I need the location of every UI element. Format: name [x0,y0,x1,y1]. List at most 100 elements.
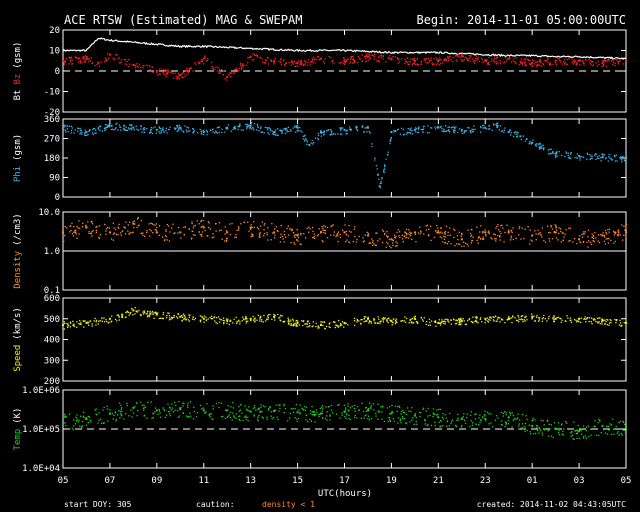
x-tick-label: 11 [198,476,209,486]
data-point [207,221,209,223]
data-point [282,320,284,323]
data-point [123,124,125,127]
data-point [423,233,425,235]
data-point [91,323,93,325]
data-point [377,174,379,176]
data-point [113,232,115,234]
data-point [433,321,436,323]
data-point [268,63,270,65]
data-point [440,322,442,324]
data-point [85,57,88,60]
data-point [341,412,343,414]
data-point [280,61,282,63]
data-point [620,433,622,435]
data-point [549,63,551,65]
data-point [470,411,472,413]
data-point [429,414,431,416]
data-point [235,68,238,70]
data-point [367,59,369,61]
data-point [221,416,223,418]
data-point [99,130,101,132]
data-point [521,426,523,429]
data-point [585,430,587,432]
data-point [488,64,490,66]
data-point [318,415,320,418]
data-point [601,424,604,427]
data-point [215,66,217,68]
data-point [423,125,425,128]
data-point [442,322,445,325]
data-point [622,157,624,159]
data-point [293,235,295,237]
data-point [78,322,80,325]
data-point [206,403,208,405]
data-point [463,320,465,322]
ylabel-part: Density [13,250,23,289]
data-point [258,414,260,416]
data-point [509,129,512,131]
data-point [514,317,516,319]
data-point [143,64,145,67]
series-temp [62,400,627,440]
data-point [448,126,451,128]
data-point [105,319,107,321]
data-point [140,66,142,69]
data-point [134,313,136,315]
data-point [322,417,324,419]
data-point [124,63,127,65]
data-point [191,221,193,223]
data-point [363,131,365,133]
data-point [480,131,482,133]
data-point [340,128,342,130]
data-point [454,245,456,247]
data-point [602,153,604,155]
data-point [317,139,320,141]
data-point [88,130,90,132]
data-point [142,311,144,313]
data-point [510,132,512,134]
data-point [312,325,314,327]
data-point [439,322,441,325]
data-point [312,230,314,232]
data-point [500,423,502,426]
data-point [385,61,387,63]
data-point [280,129,282,131]
data-point [397,58,399,60]
data-point [583,437,585,439]
data-point [501,130,503,132]
data-point [313,142,315,144]
data-point [617,61,619,64]
data-point [309,64,311,66]
data-point [193,411,195,413]
data-point [420,412,422,414]
data-point [452,60,454,63]
data-point [311,58,313,60]
data-point [393,420,395,423]
data-point [448,129,450,131]
data-point [491,129,493,131]
data-point [326,415,328,417]
data-point [538,428,541,430]
data-point [517,413,519,415]
data-point [73,419,75,421]
data-point [405,317,408,320]
data-point [463,413,465,415]
data-point [245,64,247,66]
data-point [283,403,285,405]
data-point [69,231,71,233]
data-point [79,227,81,229]
data-point [415,63,417,65]
data-point [84,61,86,63]
data-point [435,414,437,416]
data-point [128,415,130,417]
data-point [272,132,274,135]
data-point [162,317,164,320]
data-point [381,178,383,180]
data-point [81,131,83,134]
y-tick-label: 300 [44,356,60,366]
data-point [115,127,117,129]
data-point [253,414,255,416]
data-point [466,416,468,419]
data-point [447,319,449,321]
data-point [67,131,69,133]
